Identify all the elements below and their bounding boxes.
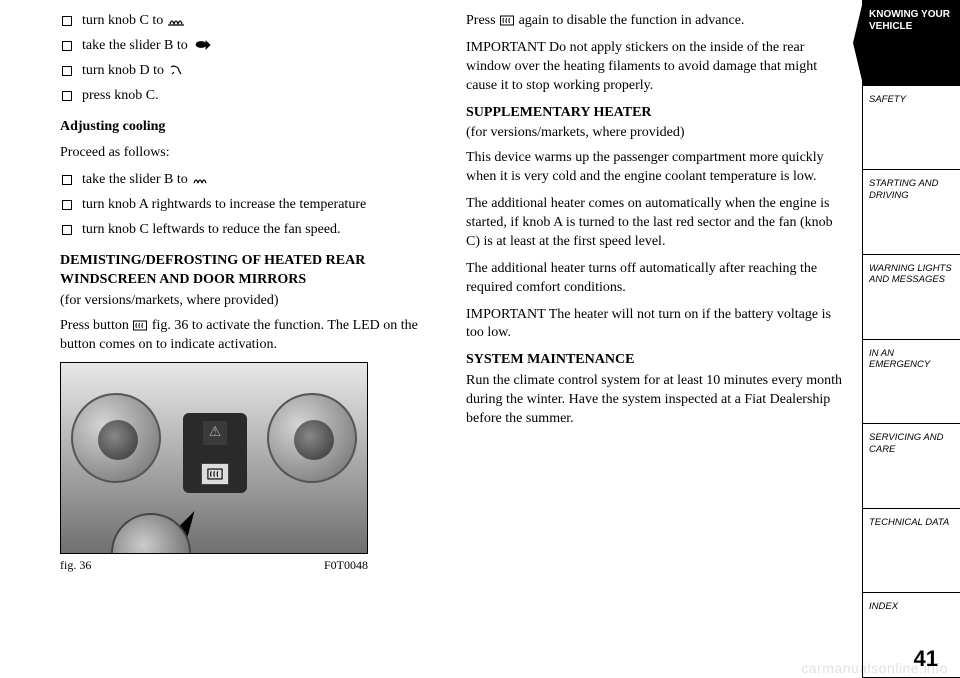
- left-dial: [71, 393, 161, 483]
- defrost-icon: [167, 14, 185, 26]
- fig-label: fig. 36: [60, 557, 91, 573]
- recirc-icon: [191, 39, 213, 51]
- right-dial: [267, 393, 357, 483]
- list-text: turn knob A rightwards to increase the t…: [82, 197, 366, 212]
- proceed-text: Proceed as follows:: [60, 144, 438, 163]
- tab-emergency[interactable]: IN AN EMERGENCY: [862, 340, 960, 425]
- supp-p1: This device warms up the passenger compa…: [466, 149, 844, 187]
- demist-text: Press button fig. 36 to activate the fun…: [60, 317, 438, 355]
- tab-label: SAFETY: [869, 94, 906, 105]
- list-item: press knob C.: [60, 87, 438, 106]
- supp-p3: The additional heater turns off automati…: [466, 260, 844, 298]
- tab-label: KNOWING YOUR VEHICLE: [869, 9, 954, 33]
- demist-title: DEMISTING/DEFROSTING OF HEATED REAR WIND…: [60, 252, 438, 290]
- important-1: IMPORTANT Do not apply stickers on the i…: [466, 39, 844, 96]
- fig-code: F0T0048: [324, 557, 368, 573]
- page: turn knob C to take the slider B to turn…: [0, 0, 960, 678]
- press-again-2: again to disable the function in advance…: [519, 13, 745, 28]
- list-text: take the slider B to: [82, 38, 188, 53]
- tab-starting-driving[interactable]: STARTING AND DRIVING: [862, 170, 960, 255]
- list-item: turn knob A rightwards to increase the t…: [60, 196, 438, 215]
- hazard-icon: ⚠: [203, 421, 227, 445]
- tab-warning-lights[interactable]: WARNING LIGHTS AND MESSAGES: [862, 255, 960, 340]
- tab-technical-data[interactable]: TECHNICAL DATA: [862, 509, 960, 594]
- list-item: turn knob D to: [60, 62, 438, 81]
- list-text: press knob C.: [82, 88, 159, 103]
- list-item: take the slider B to: [60, 37, 438, 56]
- figure-caption: fig. 36 F0T0048: [60, 557, 368, 573]
- maint-title: SYSTEM MAINTENANCE: [466, 351, 844, 370]
- tab-label: STARTING AND DRIVING: [869, 178, 954, 201]
- defrost-open-icon: [191, 173, 209, 185]
- list-item: turn knob C to: [60, 12, 438, 31]
- list-item: turn knob C leftwards to reduce the fan …: [60, 221, 438, 240]
- list-text: turn knob C leftwards to reduce the fan …: [82, 222, 341, 237]
- dial-inner: [294, 420, 334, 460]
- content-area: turn knob C to take the slider B to turn…: [0, 0, 862, 678]
- tab-label: WARNING LIGHTS AND MESSAGES: [869, 263, 954, 286]
- list-text: turn knob D to: [82, 63, 164, 78]
- rear-defrost-icon: [132, 320, 148, 331]
- tabs-sidebar: KNOWING YOUR VEHICLE SAFETY STARTING AND…: [862, 0, 960, 678]
- figure-image: ⚠: [60, 362, 368, 554]
- tab-label: SERVICING AND CARE: [869, 432, 954, 455]
- supp-sub: (for versions/markets, where provided): [466, 124, 844, 143]
- bullet-list-2: take the slider B to turn knob A rightwa…: [60, 171, 438, 240]
- rear-defrost-icon: [206, 468, 224, 480]
- supp-p2: The additional heater comes on automatic…: [466, 195, 844, 252]
- watermark: carmanualsonline.info: [801, 660, 948, 676]
- press-again-text: Press again to disable the function in a…: [466, 12, 844, 31]
- right-column: Press again to disable the function in a…: [466, 12, 844, 668]
- center-panel: ⚠: [183, 413, 247, 493]
- list-text: turn knob C to: [82, 13, 163, 28]
- adjusting-cooling-title: Adjusting cooling: [60, 118, 438, 137]
- left-column: turn knob C to take the slider B to turn…: [60, 12, 438, 668]
- tab-label: IN AN EMERGENCY: [869, 348, 954, 371]
- maint-p: Run the climate control system for at le…: [466, 372, 844, 429]
- important-2: IMPORTANT The heater will not turn on if…: [466, 306, 844, 344]
- dial-inner: [98, 420, 138, 460]
- demist-sub: (for versions/markets, where provided): [60, 292, 438, 311]
- feet-icon: [168, 64, 184, 76]
- press-again-1: Press: [466, 13, 499, 28]
- tab-label: TECHNICAL DATA: [869, 517, 949, 528]
- rear-defrost-icon: [499, 15, 515, 26]
- bullet-list-1: turn knob C to take the slider B to turn…: [60, 12, 438, 106]
- supp-title: SUPPLEMENTARY HEATER: [466, 104, 844, 123]
- tab-label: INDEX: [869, 601, 898, 612]
- figure-36: ⚠ fig. 36 F0T0048: [60, 362, 368, 573]
- list-text: take the slider B to: [82, 172, 188, 187]
- list-item: take the slider B to: [60, 171, 438, 190]
- tab-safety[interactable]: SAFETY: [862, 86, 960, 171]
- defrost-button-graphic: [201, 463, 229, 485]
- demist-text-1: Press button: [60, 318, 132, 333]
- tab-knowing-vehicle[interactable]: KNOWING YOUR VEHICLE: [862, 0, 960, 86]
- tab-servicing[interactable]: SERVICING AND CARE: [862, 424, 960, 509]
